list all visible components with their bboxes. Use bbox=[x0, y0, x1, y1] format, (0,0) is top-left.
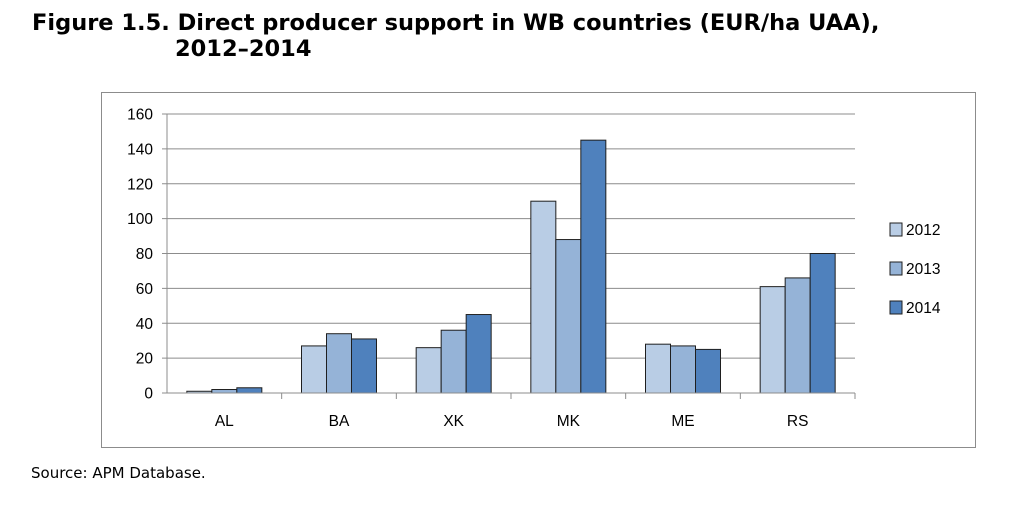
bar-BA-2014 bbox=[351, 338, 377, 394]
x-tick-label: AL bbox=[215, 413, 234, 430]
figure-title-line2: 2012–2014 bbox=[175, 36, 312, 62]
bar-MK-2012 bbox=[530, 200, 557, 394]
bar-AL-2014 bbox=[236, 387, 263, 394]
bar-AL-2013 bbox=[211, 389, 238, 394]
gridlines bbox=[167, 113, 855, 359]
y-tick-label: 0 bbox=[144, 386, 153, 403]
y-tick-label: 60 bbox=[136, 281, 154, 298]
y-tick-label: 40 bbox=[136, 316, 154, 333]
y-tick-label: 120 bbox=[127, 176, 153, 193]
legend-label-2014: 2014 bbox=[906, 300, 941, 317]
x-tick-label: RS bbox=[787, 413, 809, 430]
bar-BA-2013 bbox=[326, 333, 352, 394]
legend: 2012 2013 2014 bbox=[889, 222, 941, 317]
bar-ME-2014 bbox=[695, 348, 721, 394]
bar-RS-2014 bbox=[809, 253, 836, 394]
bar-BA-2012 bbox=[301, 345, 327, 394]
bar-RS-2012 bbox=[759, 286, 786, 394]
y-tick-label: 80 bbox=[136, 246, 154, 263]
bar-RS-2013 bbox=[784, 277, 811, 394]
legend-label-2013: 2013 bbox=[906, 261, 940, 278]
legend-label-2012: 2012 bbox=[906, 222, 940, 239]
x-tick-label: MK bbox=[557, 413, 581, 430]
bar-XK-2014 bbox=[465, 314, 492, 394]
x-tick-label: BA bbox=[329, 413, 350, 430]
bar-ME-2012 bbox=[645, 343, 671, 394]
y-tick-label: 140 bbox=[127, 141, 153, 158]
bar-MK-2013 bbox=[555, 239, 582, 394]
legend-swatch-2014 bbox=[889, 300, 903, 315]
legend-swatch-2013 bbox=[889, 261, 903, 276]
bar-MK-2014 bbox=[580, 139, 607, 394]
bar-XK-2013 bbox=[440, 329, 467, 394]
y-tick-label: 160 bbox=[127, 107, 153, 124]
figure-title: Figure 1.5. Direct producer support in W… bbox=[32, 10, 992, 62]
bar-ME-2013 bbox=[670, 345, 696, 394]
axes bbox=[162, 113, 856, 399]
legend-swatch-2012 bbox=[889, 222, 903, 237]
y-tick-label: 20 bbox=[136, 351, 154, 368]
source-note: Source: APM Database. bbox=[31, 464, 206, 482]
x-tick-label: ME bbox=[671, 413, 694, 430]
tick-labels: 0 20 40 60 80 100 120 140 160 AL BA XK MK ME RS bbox=[127, 107, 808, 431]
bars bbox=[186, 139, 836, 394]
x-tick-label: XK bbox=[443, 413, 464, 430]
figure-title-line1: Figure 1.5. Direct producer support in W… bbox=[32, 10, 880, 36]
bar-XK-2012 bbox=[415, 347, 442, 394]
y-tick-label: 100 bbox=[127, 211, 153, 228]
